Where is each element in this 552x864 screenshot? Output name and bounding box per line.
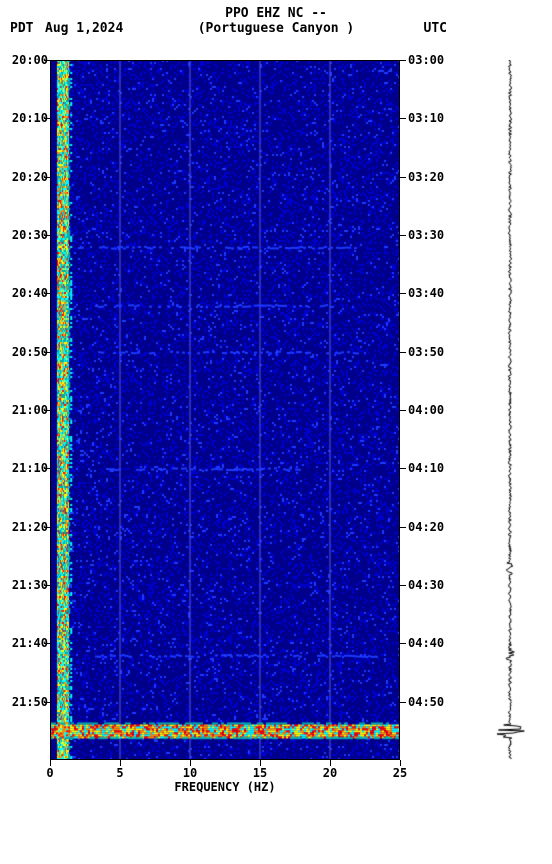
y-left-tick: 21:40: [12, 636, 48, 650]
x-axis-label: FREQUENCY (HZ): [50, 780, 400, 794]
y-right-tick: 03:00: [408, 53, 444, 67]
x-tick: 0: [46, 766, 53, 780]
y-right-tick: 03:50: [408, 345, 444, 359]
x-tick: 5: [116, 766, 123, 780]
x-tick: 25: [393, 766, 407, 780]
y-left-tick: 21:10: [12, 461, 48, 475]
y-left-tick: 20:30: [12, 228, 48, 242]
y-left-tick: 21:50: [12, 695, 48, 709]
y-left-tick: 21:00: [12, 403, 48, 417]
y-left-tick: 21:30: [12, 578, 48, 592]
x-tick: 15: [253, 766, 267, 780]
x-tick: 10: [183, 766, 197, 780]
y-right-tick: 04:20: [408, 520, 444, 534]
y-right-tick: 04:40: [408, 636, 444, 650]
trace-canvas: [480, 60, 540, 760]
y-right-tick: 04:10: [408, 461, 444, 475]
spectrogram-canvas: [50, 60, 400, 760]
y-right-tick: 03:40: [408, 286, 444, 300]
spectrogram-plot: [50, 60, 400, 760]
y-right-tick: 03:10: [408, 111, 444, 125]
y-right-tick: 04:00: [408, 403, 444, 417]
y-right-tick: 04:30: [408, 578, 444, 592]
y-left-tick: 20:40: [12, 286, 48, 300]
y-right-tick: 04:50: [408, 695, 444, 709]
y-left-tick: 20:00: [12, 53, 48, 67]
amplitude-trace: [480, 60, 540, 760]
y-right-tick: 03:30: [408, 228, 444, 242]
y-left-tick: 21:20: [12, 520, 48, 534]
station-title: PPO EHZ NC --: [0, 6, 552, 21]
station-subtitle: (Portuguese Canyon ): [0, 21, 552, 36]
x-tick: 20: [323, 766, 337, 780]
y-left-tick: 20:50: [12, 345, 48, 359]
y-right-tick: 03:20: [408, 170, 444, 184]
y-left-tick: 20:20: [12, 170, 48, 184]
right-timezone-label: UTC: [424, 21, 447, 36]
y-left-tick: 20:10: [12, 111, 48, 125]
